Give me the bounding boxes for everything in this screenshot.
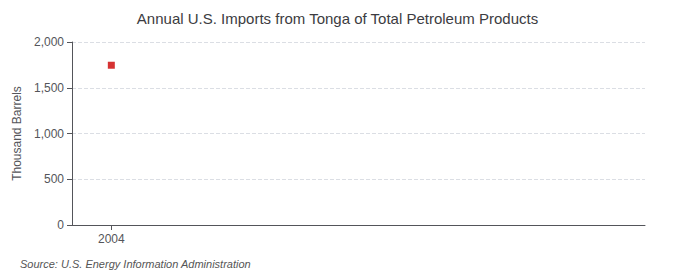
svg-text:1,500: 1,500 — [34, 81, 64, 95]
svg-text:Annual U.S. Imports from Tonga: Annual U.S. Imports from Tonga of Total … — [137, 10, 538, 27]
svg-text:Thousand Barrels: Thousand Barrels — [10, 86, 24, 181]
svg-text:2,000: 2,000 — [34, 35, 64, 49]
svg-text:500: 500 — [44, 172, 64, 186]
svg-text:Source: U.S. Energy Informatio: Source: U.S. Energy Information Administ… — [20, 258, 251, 270]
svg-text:2004: 2004 — [98, 232, 125, 246]
svg-text:0: 0 — [57, 218, 64, 232]
svg-text:1,000: 1,000 — [34, 127, 64, 141]
